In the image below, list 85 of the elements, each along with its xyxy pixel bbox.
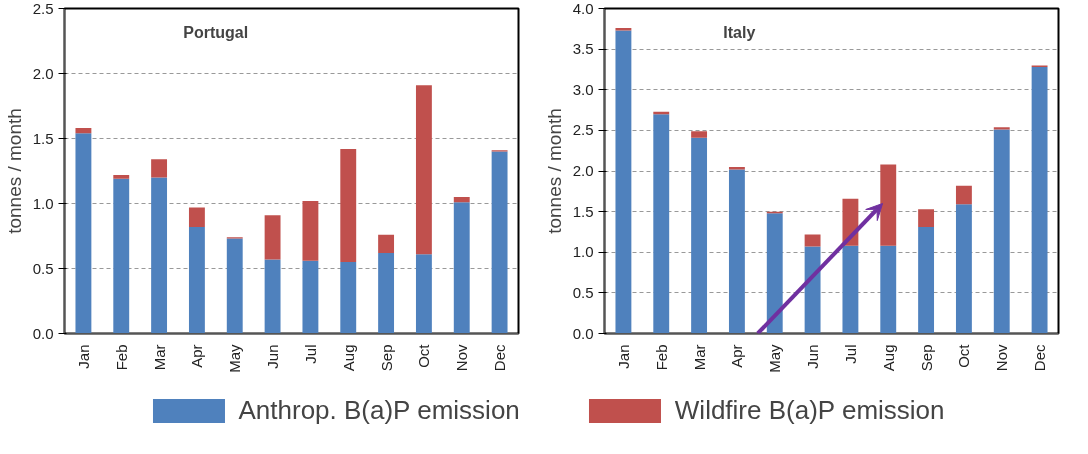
bar [766,213,783,334]
bar [880,164,897,246]
x-tick-label: Jun [804,344,822,369]
bar [302,200,319,261]
bar [842,245,859,334]
x-tick-label: Oct [415,343,433,368]
x-tick-label: Jun [264,344,282,369]
y-axis-title: tonnes / month [3,108,25,234]
bar [880,245,897,334]
legend-label: Wildfire B(a)P emission [674,394,945,426]
bar [691,137,708,334]
bar [728,169,745,334]
bar [918,227,935,334]
bar [415,85,432,255]
x-tick-label: Nov [453,344,471,372]
x-tick-label: Aug [339,344,357,372]
y-tick-label: 2.0 [32,64,54,82]
bar [226,238,243,334]
x-tick-label: Jul [301,344,319,364]
text: Portugal [183,23,249,41]
y-tick-label: 0.5 [32,259,54,277]
x-tick-label: Oct [955,343,973,368]
bar [75,128,92,134]
bar [113,178,130,334]
y-tick-label: 2.5 [572,121,594,139]
x-tick-label: May [226,344,244,373]
x-tick-label: Feb [652,344,670,371]
y-axis-title: tonnes / month [543,108,565,234]
bar [340,262,357,334]
x-tick-label: Apr [188,344,206,368]
bar [804,246,821,334]
bar [113,174,130,179]
y-tick-label: 2.5 [32,0,54,17]
y-tick-label: 3.0 [572,80,594,98]
bar [453,197,470,203]
y-tick-label: 1.0 [32,194,54,212]
x-tick-label: Jan [74,344,92,369]
bar [264,259,281,334]
bar [1031,67,1048,334]
bar [75,133,92,334]
x-tick-label: May [766,344,784,373]
x-tick-label: Apr [728,344,746,368]
bar [653,114,670,334]
y-tick-label: 1.5 [32,129,54,147]
bar [302,260,319,334]
legend-label: Anthrop. B(a)P emission [238,394,520,426]
bar [955,185,972,205]
y-tick-label: 0.0 [572,324,594,342]
bar [993,129,1010,334]
bar [993,127,1010,130]
bar [188,207,205,227]
bar [615,30,632,334]
bar [340,148,357,262]
bar [804,234,821,247]
bar [151,159,168,178]
y-tick-label: 1.0 [572,243,594,261]
bar [955,204,972,334]
x-tick-label: Dec [491,344,509,372]
y-tick-label: 0.5 [572,283,594,301]
x-tick-label: Sep [917,344,935,372]
bar [264,215,281,260]
x-tick-label: Jul [841,344,859,364]
y-tick-label: 4.0 [572,0,594,17]
x-tick-label: Aug [879,344,897,372]
x-tick-label: Jan [614,344,632,369]
bar [378,252,395,334]
x-tick-label: Dec [1031,344,1049,372]
text: Italy [723,23,756,41]
bar [491,151,508,334]
bar [151,177,168,334]
bar [415,254,432,334]
bar [691,131,708,138]
x-tick-label: Mar [150,344,168,371]
bar [453,202,470,334]
x-tick-label: Nov [993,344,1011,372]
y-tick-label: 3.5 [572,40,594,58]
x-tick-label: Sep [377,344,395,372]
y-tick-label: 2.0 [572,162,594,179]
bar [188,226,205,334]
bar [378,234,395,253]
y-tick-label: 0.0 [32,324,54,342]
bar [918,209,935,228]
x-tick-label: Mar [690,344,708,371]
y-tick-label: 1.5 [572,202,594,220]
x-tick-label: Feb [112,344,130,371]
